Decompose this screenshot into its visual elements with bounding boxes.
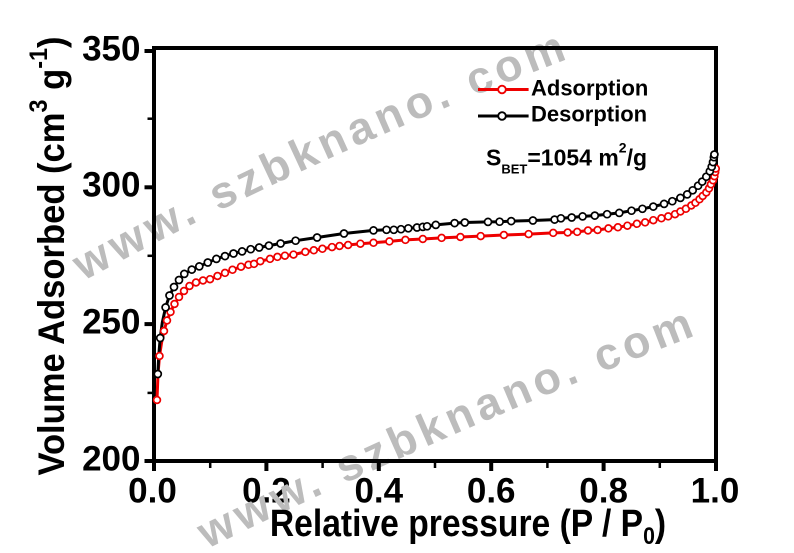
svg-text:0.4: 0.4: [354, 472, 403, 511]
svg-text:350: 350: [82, 30, 140, 69]
svg-text:Relative pressure (P / P0): Relative pressure (P / P0): [270, 502, 666, 549]
svg-text:0.0: 0.0: [128, 472, 177, 511]
svg-text:Volume Adsorbed (cm3 g-1): Volume Adsorbed (cm3 g-1): [25, 36, 72, 475]
svg-text:250: 250: [82, 303, 140, 342]
svg-text:SBET=1054 m2/g: SBET=1054 m2/g: [486, 140, 647, 177]
svg-text:Adsorption: Adsorption: [531, 76, 648, 101]
svg-text:0.6: 0.6: [467, 472, 516, 511]
svg-text:0.8: 0.8: [579, 472, 628, 511]
svg-text:0.2: 0.2: [242, 472, 291, 511]
svg-text:300: 300: [82, 166, 140, 205]
svg-text:Desorption: Desorption: [531, 102, 647, 127]
svg-text:1.0: 1.0: [691, 472, 740, 511]
svg-text:200: 200: [82, 440, 140, 479]
